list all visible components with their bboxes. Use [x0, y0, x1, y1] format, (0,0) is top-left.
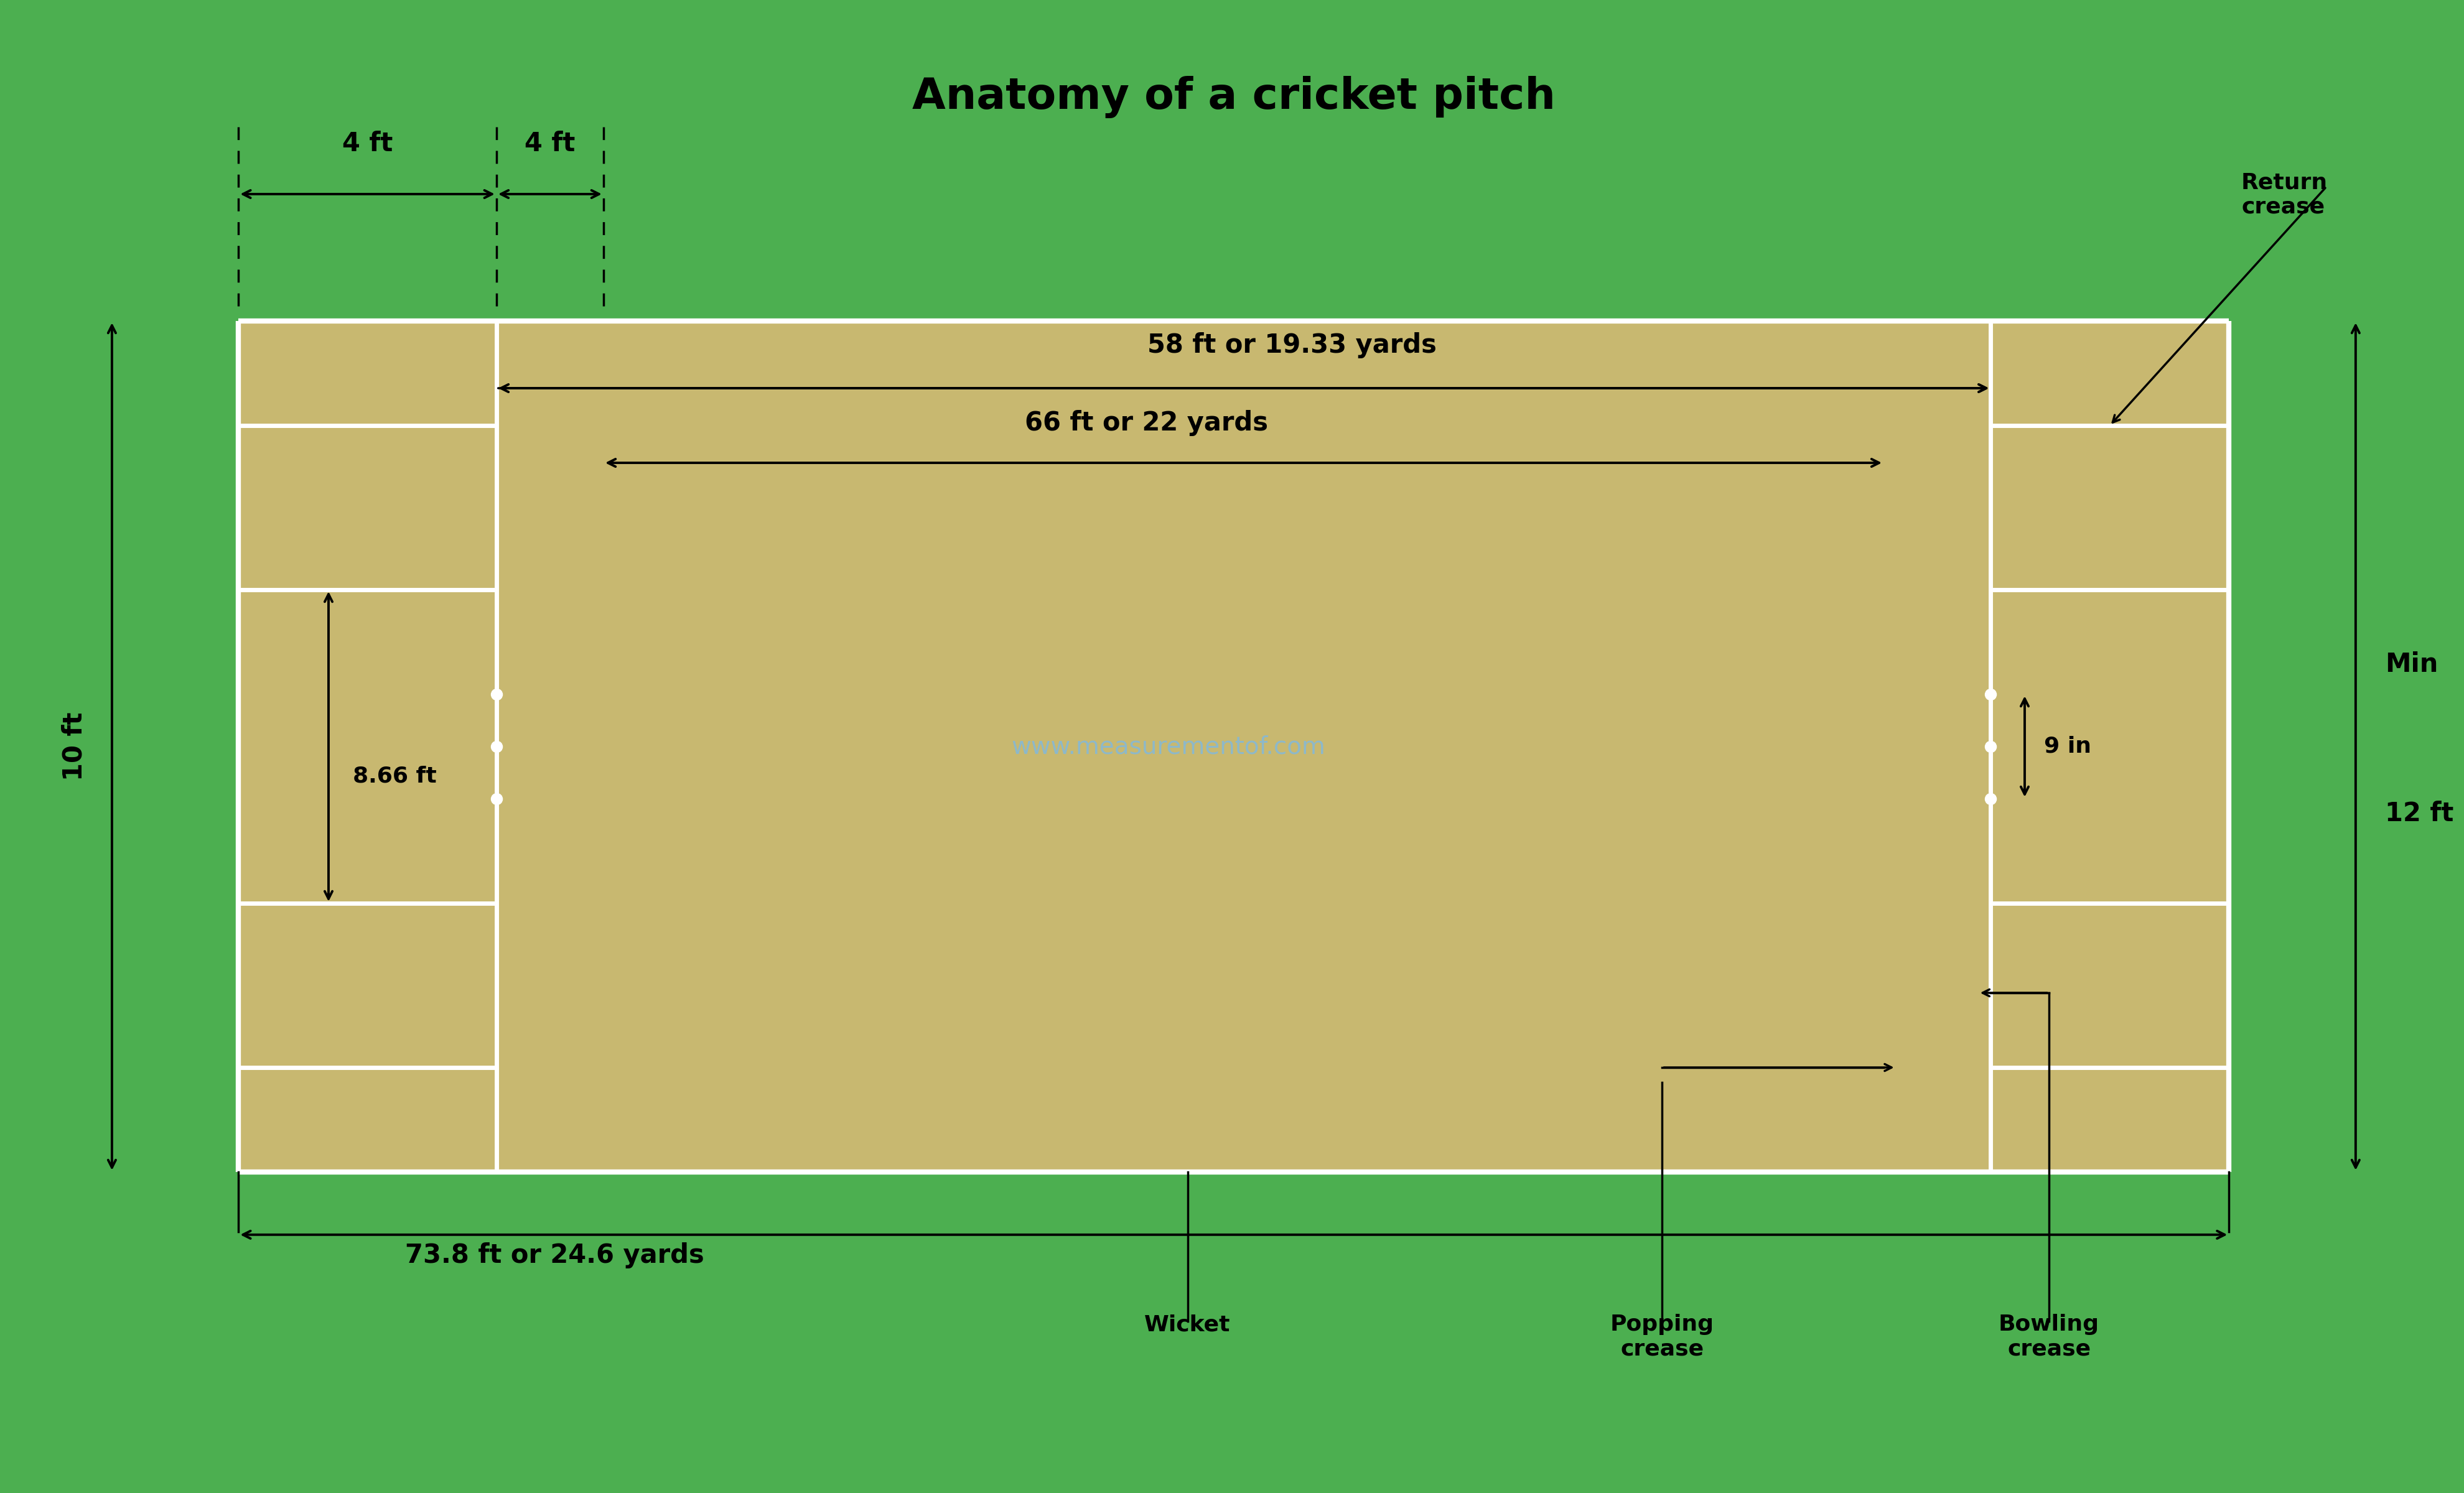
Text: Return
crease: Return crease — [2242, 172, 2328, 218]
Text: Min: Min — [2385, 651, 2437, 678]
Text: 73.8 ft or 24.6 yards: 73.8 ft or 24.6 yards — [404, 1242, 705, 1269]
Text: 66 ft or 22 yards: 66 ft or 22 yards — [1025, 411, 1269, 436]
Text: 4 ft: 4 ft — [525, 130, 574, 157]
Text: 8.66 ft: 8.66 ft — [352, 766, 436, 787]
Text: Bowling
crease: Bowling crease — [1998, 1314, 2099, 1360]
Text: 58 ft or 19.33 yards: 58 ft or 19.33 yards — [1148, 331, 1437, 358]
Text: 9 in: 9 in — [2045, 736, 2092, 757]
Bar — [239, 321, 2230, 1172]
Text: 10 ft: 10 ft — [62, 712, 89, 781]
Text: 12 ft: 12 ft — [2385, 800, 2454, 827]
Text: Popping
crease: Popping crease — [1609, 1314, 1715, 1360]
Text: 4 ft: 4 ft — [342, 130, 392, 157]
Text: Anatomy of a cricket pitch: Anatomy of a cricket pitch — [912, 76, 1555, 118]
Text: Wicket: Wicket — [1143, 1314, 1230, 1335]
Text: www.measurementof.com: www.measurementof.com — [1010, 735, 1326, 758]
